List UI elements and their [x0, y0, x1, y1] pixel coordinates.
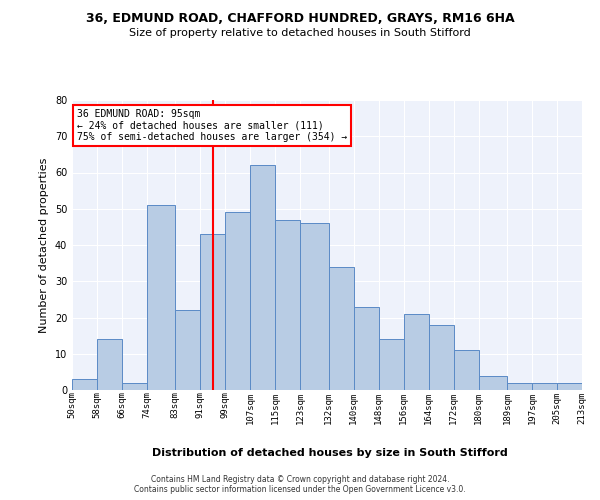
- Bar: [72, 379, 97, 390]
- Bar: [200, 234, 226, 390]
- Bar: [226, 212, 250, 390]
- Bar: [275, 220, 301, 390]
- Bar: [454, 350, 479, 390]
- Bar: [147, 205, 175, 390]
- Bar: [507, 383, 532, 390]
- Bar: [175, 310, 200, 390]
- Text: 36 EDMUND ROAD: 95sqm
← 24% of detached houses are smaller (111)
75% of semi-det: 36 EDMUND ROAD: 95sqm ← 24% of detached …: [77, 108, 347, 142]
- Bar: [479, 376, 507, 390]
- Bar: [428, 325, 454, 390]
- Bar: [97, 339, 122, 390]
- Text: Size of property relative to detached houses in South Stifford: Size of property relative to detached ho…: [129, 28, 471, 38]
- Bar: [379, 339, 404, 390]
- Bar: [532, 383, 557, 390]
- Text: Contains HM Land Registry data © Crown copyright and database right 2024.
Contai: Contains HM Land Registry data © Crown c…: [134, 474, 466, 494]
- Bar: [329, 267, 353, 390]
- Bar: [301, 223, 329, 390]
- Bar: [557, 383, 582, 390]
- Bar: [404, 314, 428, 390]
- Text: Distribution of detached houses by size in South Stifford: Distribution of detached houses by size …: [152, 448, 508, 458]
- Y-axis label: Number of detached properties: Number of detached properties: [39, 158, 49, 332]
- Bar: [353, 306, 379, 390]
- Bar: [122, 383, 147, 390]
- Bar: [250, 165, 275, 390]
- Text: 36, EDMUND ROAD, CHAFFORD HUNDRED, GRAYS, RM16 6HA: 36, EDMUND ROAD, CHAFFORD HUNDRED, GRAYS…: [86, 12, 514, 26]
